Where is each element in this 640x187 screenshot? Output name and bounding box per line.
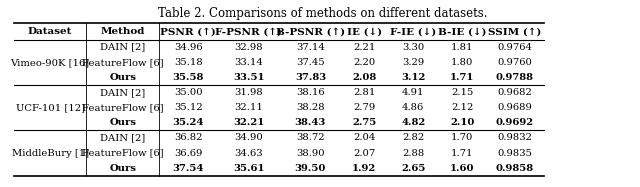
- Text: 37.54: 37.54: [173, 164, 204, 173]
- Text: 37.14: 37.14: [296, 43, 325, 52]
- Text: F-IE (↓): F-IE (↓): [390, 27, 436, 36]
- Text: 1.71: 1.71: [451, 148, 474, 157]
- Text: 38.16: 38.16: [296, 88, 324, 97]
- Text: 32.98: 32.98: [234, 43, 263, 52]
- Text: 0.9692: 0.9692: [495, 118, 534, 127]
- Text: 0.9835: 0.9835: [497, 148, 532, 157]
- Text: PSNR (↑): PSNR (↑): [161, 27, 216, 36]
- Text: Ours: Ours: [109, 118, 136, 127]
- Text: 31.98: 31.98: [234, 88, 263, 97]
- Text: 4.91: 4.91: [402, 88, 424, 97]
- Text: 35.58: 35.58: [173, 73, 204, 82]
- Text: 38.72: 38.72: [296, 133, 324, 142]
- Text: 38.28: 38.28: [296, 103, 324, 112]
- Text: 4.86: 4.86: [402, 103, 424, 112]
- Text: 35.18: 35.18: [174, 58, 203, 67]
- Text: 37.83: 37.83: [295, 73, 326, 82]
- Text: 3.30: 3.30: [402, 43, 424, 52]
- Text: Table 2. Comparisons of methods on different datasets.: Table 2. Comparisons of methods on diffe…: [158, 7, 488, 20]
- Text: Method: Method: [100, 27, 145, 36]
- Text: 35.00: 35.00: [174, 88, 203, 97]
- Text: 33.51: 33.51: [233, 73, 264, 82]
- Text: 37.45: 37.45: [296, 58, 324, 67]
- Text: 2.12: 2.12: [451, 103, 474, 112]
- Text: 35.61: 35.61: [233, 164, 264, 173]
- Text: 1.81: 1.81: [451, 43, 474, 52]
- Text: FeatureFlow [6]: FeatureFlow [6]: [82, 103, 163, 112]
- Text: 39.50: 39.50: [295, 164, 326, 173]
- Text: 34.90: 34.90: [234, 133, 263, 142]
- Text: 2.65: 2.65: [401, 164, 426, 173]
- Text: 2.82: 2.82: [402, 133, 424, 142]
- Text: 3.12: 3.12: [401, 73, 426, 82]
- Text: IE (↓): IE (↓): [347, 27, 382, 36]
- Text: MiddleBury [1]: MiddleBury [1]: [12, 148, 88, 157]
- Text: 2.88: 2.88: [402, 148, 424, 157]
- Text: DAIN [2]: DAIN [2]: [100, 88, 145, 97]
- Text: 36.69: 36.69: [174, 148, 202, 157]
- Text: F-PSNR (↑): F-PSNR (↑): [215, 27, 282, 36]
- Text: 1.92: 1.92: [352, 164, 376, 173]
- Text: FeatureFlow [6]: FeatureFlow [6]: [82, 58, 163, 67]
- Text: 4.82: 4.82: [401, 118, 426, 127]
- Text: 2.21: 2.21: [353, 43, 376, 52]
- Text: 0.9832: 0.9832: [497, 133, 532, 142]
- Text: 38.90: 38.90: [296, 148, 324, 157]
- Text: 0.9858: 0.9858: [495, 164, 534, 173]
- Text: 32.21: 32.21: [233, 118, 264, 127]
- Text: 2.81: 2.81: [353, 88, 376, 97]
- Text: 0.9788: 0.9788: [495, 73, 534, 82]
- Text: 2.20: 2.20: [353, 58, 376, 67]
- Text: 1.60: 1.60: [450, 164, 474, 173]
- Text: Vimeo-90K [16]: Vimeo-90K [16]: [10, 58, 90, 67]
- Text: 38.43: 38.43: [295, 118, 326, 127]
- Text: B-IE (↓): B-IE (↓): [438, 27, 486, 36]
- Text: 2.79: 2.79: [353, 103, 376, 112]
- Text: 2.07: 2.07: [353, 148, 376, 157]
- Text: UCF-101 [12]: UCF-101 [12]: [15, 103, 84, 112]
- Text: 32.11: 32.11: [234, 103, 263, 112]
- Text: 35.12: 35.12: [174, 103, 203, 112]
- Text: DAIN [2]: DAIN [2]: [100, 133, 145, 142]
- Text: 0.9760: 0.9760: [497, 58, 532, 67]
- Text: 34.96: 34.96: [174, 43, 203, 52]
- Text: FeatureFlow [6]: FeatureFlow [6]: [82, 148, 163, 157]
- Text: 2.08: 2.08: [352, 73, 376, 82]
- Text: 33.14: 33.14: [234, 58, 263, 67]
- Text: SSIM (↑): SSIM (↑): [488, 27, 541, 36]
- Text: 36.82: 36.82: [174, 133, 202, 142]
- Text: Dataset: Dataset: [28, 27, 72, 36]
- Text: 0.9682: 0.9682: [497, 88, 532, 97]
- Text: 1.70: 1.70: [451, 133, 474, 142]
- Text: 35.24: 35.24: [173, 118, 204, 127]
- Text: 0.9764: 0.9764: [497, 43, 532, 52]
- Text: B-PSNR (↑): B-PSNR (↑): [276, 27, 345, 36]
- Text: Ours: Ours: [109, 73, 136, 82]
- Text: 2.15: 2.15: [451, 88, 474, 97]
- Text: DAIN [2]: DAIN [2]: [100, 43, 145, 52]
- Text: 2.04: 2.04: [353, 133, 376, 142]
- Text: 3.29: 3.29: [402, 58, 424, 67]
- Text: 2.10: 2.10: [450, 118, 474, 127]
- Text: 34.63: 34.63: [234, 148, 263, 157]
- Text: 1.80: 1.80: [451, 58, 474, 67]
- Text: 2.75: 2.75: [352, 118, 376, 127]
- Text: 1.71: 1.71: [450, 73, 474, 82]
- Text: 0.9689: 0.9689: [497, 103, 532, 112]
- Text: Ours: Ours: [109, 164, 136, 173]
